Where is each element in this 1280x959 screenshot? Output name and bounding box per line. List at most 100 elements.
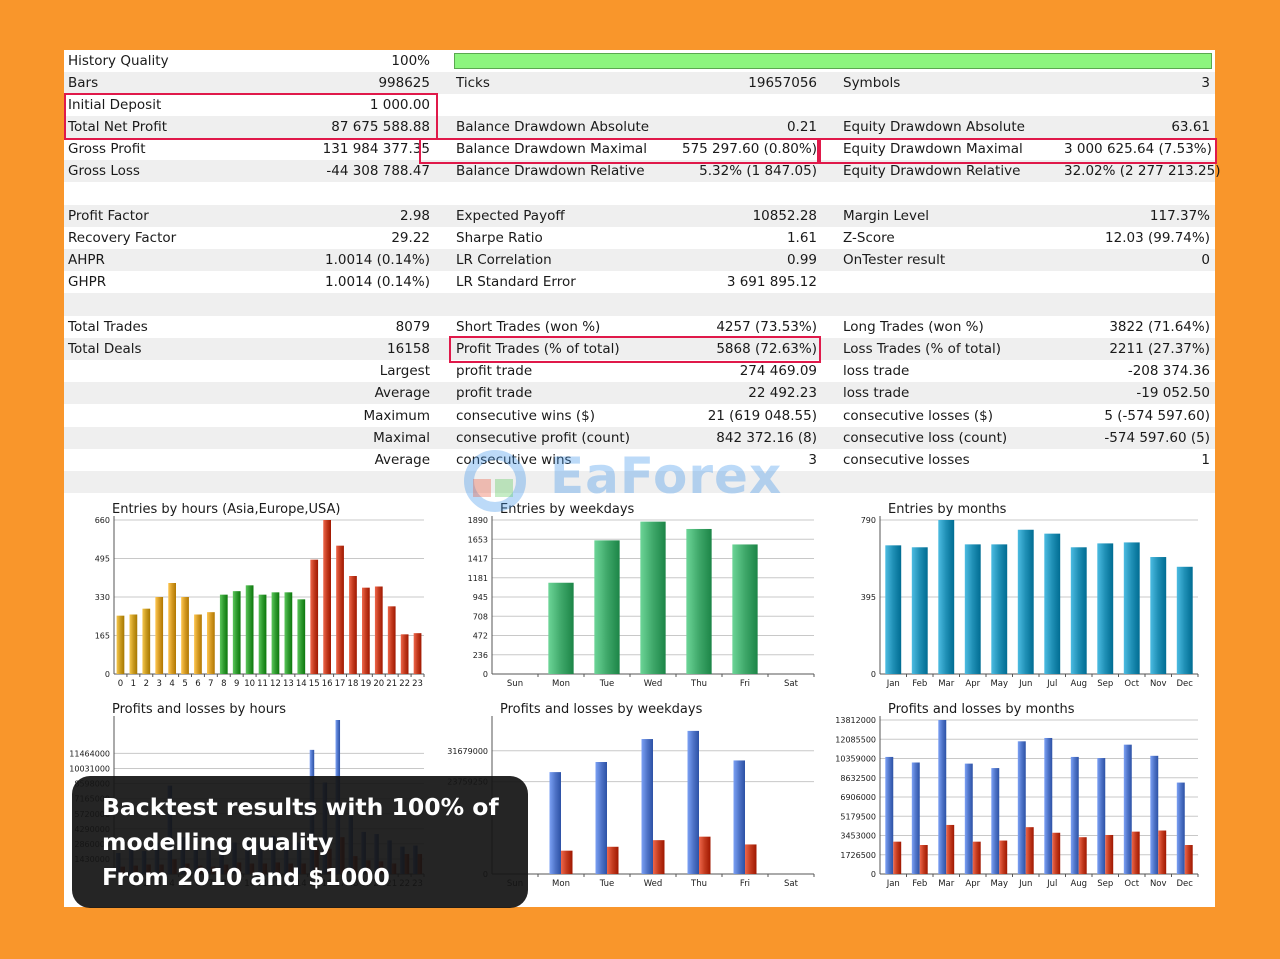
x-tick-label: Thu [690,879,707,889]
bar [1017,529,1034,674]
chart-title: Entries by months [888,502,1007,517]
x-tick-label: Wed [644,679,663,689]
row-maximum: Maximum consecutive wins ($) 21 (619 048… [64,405,1215,427]
bar-series-1 [1025,827,1034,874]
row-total-net-profit: Total Net Profit 87 675 588.88 Balance D… [64,116,1215,138]
y-tick-label: 1890 [468,516,488,525]
x-tick-label: Feb [912,679,927,689]
bar-series-0 [911,762,920,874]
bar [640,521,666,674]
x-tick-label: Wed [644,879,663,889]
bar [732,544,758,674]
ontester-value: 0 [1201,252,1210,268]
y-tick-label: 1653 [468,535,488,544]
x-tick-label: 17 [335,679,346,689]
y-tick-label: 495 [95,555,110,564]
maximum-prefix: Maximum [363,408,430,424]
ticks-label: Ticks [456,75,490,91]
y-tick-label: 31679000 [447,747,488,756]
caption-line-1: Backtest results with 100% of [102,793,499,821]
bar-series-0 [991,768,1000,874]
chart-title: Entries by weekdays [500,502,635,517]
maximal-profit-label: consecutive profit (count) [456,430,630,446]
history-quality-label: History Quality [68,53,169,69]
ahpr-label: AHPR [68,252,105,268]
bar [181,597,189,674]
bar-series-0 [1017,741,1026,874]
long-trades-value: 3822 (71.64%) [1109,319,1210,335]
y-tick-label: 1417 [468,555,488,564]
x-tick-label: Dec [1177,679,1194,689]
bar-series-1 [561,850,573,874]
average-loss-value: -19 052.50 [1136,385,1210,401]
margin-level-value: 117.37% [1149,208,1210,224]
average-consec-profit-label: consecutive wins [456,452,572,468]
x-tick-label: 4 [169,679,174,689]
y-tick-label: 0 [105,670,110,679]
x-tick-label: Jul [1046,679,1057,689]
bar [1123,542,1140,674]
bar [1097,543,1114,674]
bar-series-0 [595,762,607,874]
bar [362,587,370,674]
y-tick-label: 1726500 [840,851,876,860]
x-tick-label: Apr [965,679,980,689]
balance-dd-rel-label: Balance Drawdown Relative [456,163,645,179]
largest-profit-value: 274 469.09 [739,363,817,379]
bar-series-1 [1105,834,1114,874]
maximal-prefix: Maximal [373,430,430,446]
bar-series-1 [893,841,902,874]
largest-loss-value: -208 374.36 [1127,363,1210,379]
long-trades-label: Long Trades (won %) [843,319,984,335]
bar-series-1 [1131,831,1140,874]
x-tick-label: Fri [740,679,750,689]
ontester-label: OnTester result [843,252,946,268]
y-tick-label: 8632500 [840,774,876,783]
bar-series-0 [1070,756,1079,874]
eaforex-logo-icon [464,450,526,512]
maximum-loss-label: consecutive losses ($) [843,408,994,424]
y-tick-label: 660 [95,516,110,525]
y-tick-label: 395 [861,593,876,602]
y-tick-label: 0 [483,670,488,679]
bar [413,633,422,674]
x-tick-label: 2 [144,679,149,689]
x-tick-label: Oct [1124,679,1139,689]
bar [155,597,164,674]
maximal-loss-value: -574 597.60 (5) [1104,430,1210,446]
bar-series-1 [745,844,757,874]
ghpr-label: GHPR [68,274,107,290]
bar-series-0 [964,763,973,874]
bar-series-1 [946,824,955,874]
x-tick-label: Mon [552,679,570,689]
y-tick-label: 5179500 [840,812,876,821]
bar [284,592,293,674]
largest-loss-label: loss trade [843,363,910,379]
bar [271,592,280,674]
margin-level-label: Margin Level [843,208,930,224]
bars-value: 998625 [378,75,430,91]
y-tick-label: 790 [861,516,876,525]
x-tick-label: 23 [412,679,423,689]
short-trades-label: Short Trades (won %) [456,319,601,335]
row-spacer-3 [64,471,1215,493]
bar-series-0 [885,756,894,874]
bar [194,614,202,674]
x-tick-label: 12 [270,679,281,689]
bar [387,606,396,674]
x-tick-label: 7 [208,679,213,689]
average-profit-value: 22 492.23 [748,385,817,401]
loss-trades-label: Loss Trades (% of total) [843,341,1002,357]
x-tick-label: Sun [507,679,523,689]
bar [594,540,620,674]
x-tick-label: Mar [938,679,955,689]
lr-correlation-value: 0.99 [786,252,817,268]
ghpr-value: 1.0014 (0.14%) [325,274,430,290]
x-tick-label: 15 [309,679,320,689]
equity-dd-rel-value: 32.02% (2 277 213.25) [1064,163,1221,179]
bar-series-1 [607,846,619,874]
maximum-profit-value: 21 (619 048.55) [707,408,817,424]
bar [1070,547,1087,674]
chart-title: Entries by hours (Asia,Europe,USA) [112,502,340,517]
sharpe-ratio-label: Sharpe Ratio [456,230,543,246]
